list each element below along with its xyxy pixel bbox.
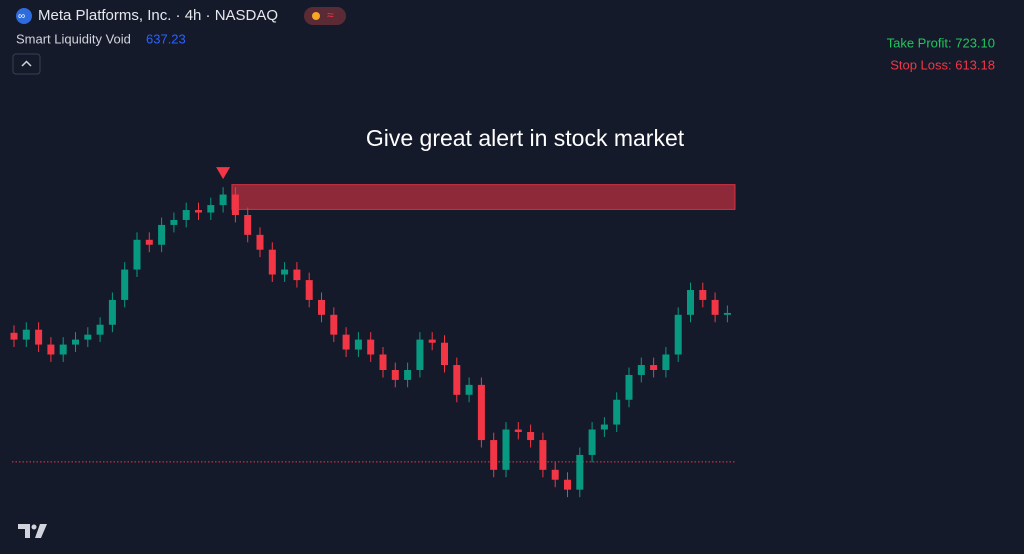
symbol-title: Meta Platforms, Inc. · 4h · NASDAQ — [38, 7, 278, 24]
logo-glyph: ∞ — [18, 11, 25, 22]
candle-body — [576, 454, 584, 490]
status-wave: ≈ — [327, 8, 334, 22]
candle-body — [502, 429, 510, 470]
candle-body — [96, 324, 104, 335]
candle-body — [637, 365, 645, 375]
indicator-value: 637.23 — [146, 31, 186, 46]
candle-body — [588, 429, 596, 455]
symbol-logo — [16, 8, 32, 24]
candle-body — [318, 299, 325, 315]
candle-body — [625, 374, 633, 400]
candle-body — [650, 365, 658, 370]
tv-logo-part — [35, 524, 47, 538]
status-badge[interactable] — [304, 7, 346, 25]
candle-body — [35, 329, 43, 345]
collapse-button[interactable] — [12, 53, 41, 75]
candle-body — [600, 424, 608, 430]
candle-body — [59, 344, 67, 355]
candle-body — [22, 329, 30, 340]
take-profit: Take Profit: 723.10 — [887, 35, 995, 50]
candle-body — [699, 290, 707, 300]
candle-body — [207, 205, 215, 213]
candle-body — [108, 299, 116, 325]
tv-logo-part — [31, 524, 37, 530]
candle-body — [84, 334, 92, 340]
candle-body — [170, 219, 178, 225]
candle-body — [244, 215, 252, 235]
candle-body — [490, 440, 498, 470]
candle-body — [416, 339, 424, 370]
candle-body — [10, 332, 18, 340]
candle-body — [551, 469, 559, 480]
candle-body — [428, 339, 436, 343]
candle-body — [182, 210, 190, 220]
candle-body — [158, 224, 166, 245]
candle-body — [219, 194, 227, 206]
candle-body — [662, 354, 670, 370]
candle-body — [342, 334, 350, 350]
candle-body — [121, 269, 129, 300]
candle-body — [539, 440, 547, 470]
tv-logo — [18, 524, 47, 538]
tv-logo-part — [18, 524, 30, 538]
candle-body — [453, 365, 461, 395]
candle-body — [293, 269, 301, 281]
candle-body — [256, 234, 264, 250]
candle-body — [47, 344, 55, 355]
indicator-name: Smart Liquidity Void — [16, 31, 131, 46]
status-icon — [312, 12, 320, 20]
candle-body — [145, 239, 153, 245]
collapse-icon — [21, 60, 32, 67]
candle-body — [231, 194, 239, 215]
candle-body — [527, 432, 535, 441]
candle-body — [404, 370, 412, 380]
candle-body — [465, 384, 473, 395]
candle-body — [441, 342, 448, 366]
candle-body — [330, 314, 338, 335]
candle-body — [514, 429, 522, 432]
candle-body — [687, 290, 694, 315]
sell-signal-marker — [216, 167, 231, 180]
candle-body — [723, 312, 731, 315]
candle-body — [674, 314, 682, 355]
candle-body — [281, 269, 289, 275]
candle-body — [613, 399, 621, 425]
candle-body — [367, 339, 375, 355]
candle-body — [268, 249, 276, 275]
candle-body — [133, 239, 141, 270]
candle-body — [354, 339, 362, 350]
stop-loss: Stop Loss: 613.18 — [890, 57, 995, 72]
candle-body — [391, 370, 399, 380]
candle-body — [305, 280, 313, 300]
candle-body — [711, 299, 719, 315]
candle-body — [379, 354, 387, 370]
liquidity-void-zone — [231, 184, 736, 210]
candle-body — [72, 339, 79, 345]
headline: Give great alert in stock market — [366, 125, 685, 151]
candle-body — [564, 479, 571, 490]
candle-body — [477, 384, 485, 441]
candle-body — [195, 210, 202, 213]
